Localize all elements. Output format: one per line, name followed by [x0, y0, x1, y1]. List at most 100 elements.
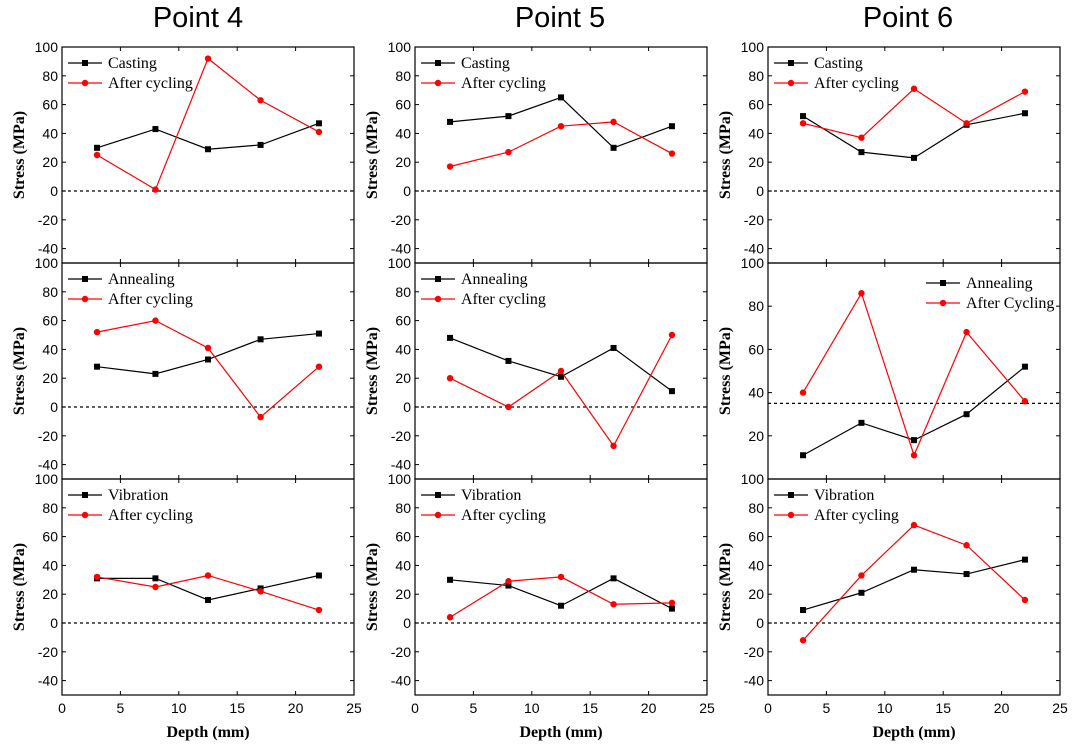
- p4-vibration-xtick-label: 25: [346, 700, 362, 716]
- p6-vibration-xtick-label: 20: [994, 700, 1010, 716]
- p5-vibration-ytick-label: -20: [391, 644, 411, 660]
- p5-vibration-series-1-point: [557, 573, 565, 581]
- p5-casting-ytick-label: 100: [388, 39, 412, 55]
- p6-vibration-ytick-label: -40: [744, 673, 764, 689]
- p5-vibration-ytick-label: 40: [395, 557, 411, 573]
- p4-vibration-xtick-label: 0: [58, 700, 66, 716]
- p6-vibration-series-0-point: [1021, 556, 1028, 563]
- p6-vibration-ytick-label: 0: [756, 615, 764, 631]
- p5-annealing-ytick-label: 40: [395, 341, 411, 357]
- p6-casting-ytick-label: 20: [748, 154, 764, 170]
- p4-vibration-series-0-point: [205, 596, 211, 603]
- p6-annealing-ytick-label: 60: [748, 341, 764, 357]
- p5-annealing-ytick-label: 0: [403, 399, 411, 415]
- p4-casting-legend-label-1: After cycling: [108, 75, 193, 92]
- p4-vibration-series-1-point: [93, 573, 101, 581]
- p4-annealing-ytick-label: 80: [42, 284, 58, 300]
- p4-vibration-series-1-line: [96, 574, 320, 611]
- p6-annealing-series-1-point: [858, 290, 865, 297]
- p4-vibration-xtick-label: 5: [117, 700, 125, 716]
- p6-annealing-ytick-label: 80: [748, 298, 764, 314]
- p4-casting-y-axis-label: Stress (MPa): [11, 111, 28, 199]
- p4-casting-series-1-point: [152, 186, 159, 193]
- p6-annealing-legend-marker-0: [940, 280, 946, 286]
- p4-annealing-ytick-label: -20: [38, 428, 58, 444]
- p6-casting-series-0-point: [858, 149, 865, 156]
- p5-casting-ytick-label: 60: [395, 97, 411, 113]
- p4-annealing-series-1-line: [96, 319, 320, 418]
- p6-casting-series-1-point: [858, 134, 865, 141]
- p5-annealing-series-0-point: [558, 373, 564, 380]
- p5-annealing-y-axis-label: Stress (MPa): [364, 327, 381, 415]
- p4-annealing-y-axis-label: Stress (MPa): [11, 327, 28, 415]
- p5-casting-series-0-point: [505, 113, 512, 120]
- p5-casting-series-1-point: [668, 150, 676, 157]
- p4-casting-series-0-line: [96, 122, 320, 150]
- p4-casting-plot-frame: [61, 46, 355, 264]
- p4-casting-series-1-point: [315, 128, 323, 136]
- p6-casting-series-1-point: [799, 120, 807, 127]
- p5-vibration-xtick-label: 20: [641, 700, 657, 716]
- p4-casting-ytick-label: 40: [42, 125, 58, 141]
- p5-vibration-legend-marker-0: [435, 492, 441, 498]
- p5-casting-legend-marker-1: [434, 79, 442, 87]
- p6-annealing-series-0-point: [800, 452, 807, 459]
- p4-casting-ytick-label: 0: [50, 183, 58, 199]
- p4-casting-series-1-point: [257, 97, 264, 104]
- p4-annealing-series-1-point: [315, 363, 323, 370]
- p6-annealing-ytick-label: 20: [748, 428, 764, 444]
- p6-casting-legend-marker-1: [787, 79, 795, 87]
- p4-casting-series-1-point: [93, 151, 101, 159]
- p4-vibration-ytick-label: 0: [50, 615, 58, 631]
- p5-casting-series-0-point: [447, 118, 454, 125]
- p5-casting-series-1-point: [505, 148, 512, 156]
- p4-casting-legend-marker-1: [81, 79, 89, 87]
- p6-annealing-series-0-point: [911, 437, 917, 444]
- p6-annealing-series-1-point: [963, 328, 970, 336]
- p4-vibration-series-0-line: [97, 574, 320, 601]
- p5-vibration-xtick-label: 5: [470, 700, 478, 716]
- p6-vibration-ytick-label: 80: [748, 500, 764, 516]
- column-title-point-4: Point 4: [152, 2, 244, 34]
- p6-annealing-ytick-label: 40: [748, 385, 764, 401]
- p5-vibration-ytick-label: 20: [395, 586, 411, 602]
- p5-annealing-ytick-label: 60: [395, 313, 411, 329]
- p5-casting-series-0-line: [449, 96, 673, 149]
- p5-vibration-ytick-label: -40: [391, 673, 411, 689]
- p5-annealing-legend-label-1: After cycling: [461, 291, 546, 308]
- p4-vibration-xtick-label: 10: [171, 700, 187, 716]
- p6-annealing-series-1-point: [799, 389, 807, 396]
- p4-annealing-series-0-point: [205, 356, 211, 363]
- p6-annealing-legend-marker-1: [939, 299, 947, 307]
- p5-annealing-ytick-label: 100: [388, 255, 412, 271]
- p4-annealing-ytick-label: 0: [50, 399, 58, 415]
- p6-vibration-xtick-label: 10: [877, 700, 893, 716]
- p5-annealing-series-1-point: [557, 367, 565, 375]
- p6-casting-legend-label-0: Casting: [814, 55, 863, 72]
- p6-annealing-series-0-point: [858, 419, 865, 426]
- p5-vibration-xtick-label: 25: [699, 700, 715, 716]
- p4-annealing-series-1-point: [257, 413, 264, 421]
- p4-casting-ytick-label: 60: [42, 97, 58, 113]
- p6-vibration-xtick-label: 25: [1052, 700, 1068, 716]
- p4-annealing-series-0-point: [315, 330, 322, 337]
- p6-casting-series-1-point: [910, 85, 918, 92]
- p6-casting-ytick-label: 40: [748, 125, 764, 141]
- p4-vibration-series-0-point: [152, 575, 159, 582]
- p6-casting-series-1-point: [963, 120, 970, 127]
- p4-annealing-ytick-label: 100: [35, 255, 59, 271]
- p5-vibration-x-axis-label: Depth (mm): [519, 724, 602, 741]
- p4-annealing-ytick-label: 40: [42, 341, 58, 357]
- p5-casting-legend-marker-0: [435, 60, 441, 66]
- p4-vibration-legend-marker-1: [81, 511, 89, 519]
- p4-casting-series-0-point: [94, 144, 101, 151]
- p5-casting-series-0-point: [668, 123, 675, 130]
- p6-vibration-ytick-label: 60: [748, 529, 764, 545]
- p6-annealing-ytick-label: 100: [741, 255, 765, 271]
- p6-vibration-y-axis-label: Stress (MPa): [717, 543, 734, 631]
- p5-vibration-series-1-point: [668, 599, 676, 607]
- p4-annealing-legend-marker-0: [82, 276, 88, 282]
- p6-vibration-series-0-point: [911, 566, 917, 573]
